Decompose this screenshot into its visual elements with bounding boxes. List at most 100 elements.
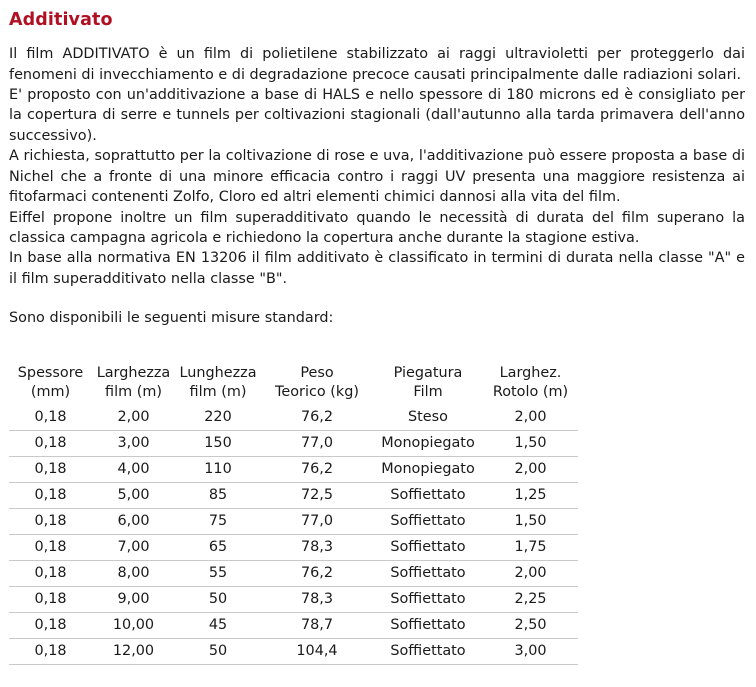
- cell-larghezza-film: 12,00: [92, 638, 175, 665]
- cell-larghezza-film: 10,00: [92, 612, 175, 639]
- cell-larghez-rotolo: 1,50: [483, 430, 578, 457]
- table-row: 0,18 12,00 50 104,4 Soffiettato 3,00: [9, 638, 578, 665]
- cell-piegatura-film: Soffiettato: [373, 534, 483, 561]
- column-header-line2: Teorico (kg): [275, 384, 359, 401]
- cell-larghezza-film: 2,00: [92, 406, 175, 431]
- cell-larghez-rotolo: 2,00: [483, 406, 578, 431]
- cell-larghez-rotolo: 2,00: [483, 560, 578, 587]
- cell-peso-teorico: 77,0: [261, 508, 373, 535]
- cell-spessore: 0,18: [9, 612, 92, 639]
- table-row: 0,18 4,00 110 76,2 Monopiegato 2,00: [9, 456, 578, 483]
- column-header-line1: Peso: [300, 364, 334, 381]
- table-row: 0,18 7,00 65 78,3 Soffiettato 1,75: [9, 534, 578, 561]
- column-header-peso-teorico: Peso Teorico (kg): [261, 364, 373, 407]
- cell-piegatura-film: Soffiettato: [373, 586, 483, 613]
- cell-larghezza-film: 9,00: [92, 586, 175, 613]
- column-header-piegatura-film: Piegatura Film: [373, 364, 483, 407]
- cell-peso-teorico: 76,2: [261, 456, 373, 483]
- cell-larghez-rotolo: 1,75: [483, 534, 578, 561]
- page-title: Additivato: [9, 10, 113, 30]
- cell-spessore: 0,18: [9, 560, 92, 587]
- cell-larghezza-film: 3,00: [92, 430, 175, 457]
- table-row: 0,18 6,00 75 77,0 Soffiettato 1,50: [9, 508, 578, 535]
- cell-piegatura-film: Soffiettato: [373, 482, 483, 509]
- cell-larghezza-film: 5,00: [92, 482, 175, 509]
- table-intro-line: Sono disponibili le seguenti misure stan…: [9, 310, 334, 327]
- cell-spessore: 0,18: [9, 430, 92, 457]
- cell-lunghezza-film: 65: [175, 534, 261, 561]
- cell-lunghezza-film: 50: [175, 638, 261, 665]
- table-row: 0,18 10,00 45 78,7 Soffiettato 2,50: [9, 612, 578, 639]
- cell-spessore: 0,18: [9, 406, 92, 431]
- column-header-larghez-rotolo: Larghez. Rotolo (m): [483, 364, 578, 407]
- cell-lunghezza-film: 75: [175, 508, 261, 535]
- cell-larghezza-film: 4,00: [92, 456, 175, 483]
- cell-lunghezza-film: 50: [175, 586, 261, 613]
- cell-lunghezza-film: 85: [175, 482, 261, 509]
- cell-peso-teorico: 78,3: [261, 586, 373, 613]
- cell-piegatura-film: Soffiettato: [373, 560, 483, 587]
- cell-lunghezza-film: 45: [175, 612, 261, 639]
- column-header-line1: Lunghezza: [179, 364, 257, 381]
- cell-larghez-rotolo: 3,00: [483, 638, 578, 665]
- table-row: 0,18 2,00 220 76,2 Steso 2,00: [9, 406, 578, 431]
- cell-lunghezza-film: 55: [175, 560, 261, 587]
- cell-peso-teorico: 76,2: [261, 560, 373, 587]
- cell-peso-teorico: 72,5: [261, 482, 373, 509]
- measures-table-container: Spessore (mm) Larghezza film (m) Lunghez…: [0, 364, 756, 665]
- cell-lunghezza-film: 150: [175, 430, 261, 457]
- cell-piegatura-film: Steso: [373, 406, 483, 431]
- paragraph-2: E' proposto con un'additivazione a base …: [9, 87, 745, 144]
- column-header-lunghezza-film: Lunghezza film (m): [175, 364, 261, 407]
- cell-piegatura-film: Monopiegato: [373, 456, 483, 483]
- cell-lunghezza-film: 220: [175, 406, 261, 431]
- cell-piegatura-film: Soffiettato: [373, 612, 483, 639]
- cell-piegatura-film: Monopiegato: [373, 430, 483, 457]
- paragraph-4: Eiffel propone inoltre un film superaddi…: [9, 209, 745, 246]
- table-row: 0,18 8,00 55 76,2 Soffiettato 2,00: [9, 560, 578, 587]
- table-body: 0,18 2,00 220 76,2 Steso 2,00 0,18 3,00 …: [9, 406, 578, 665]
- cell-spessore: 0,18: [9, 586, 92, 613]
- cell-larghezza-film: 6,00: [92, 508, 175, 535]
- cell-peso-teorico: 78,7: [261, 612, 373, 639]
- cell-peso-teorico: 104,4: [261, 638, 373, 665]
- cell-larghez-rotolo: 1,25: [483, 482, 578, 509]
- cell-spessore: 0,18: [9, 482, 92, 509]
- cell-peso-teorico: 78,3: [261, 534, 373, 561]
- cell-lunghezza-film: 110: [175, 456, 261, 483]
- table-row: 0,18 3,00 150 77,0 Monopiegato 1,50: [9, 430, 578, 457]
- cell-piegatura-film: Soffiettato: [373, 508, 483, 535]
- column-header-spessore: Spessore (mm): [9, 364, 92, 407]
- cell-larghez-rotolo: 1,50: [483, 508, 578, 535]
- cell-larghezza-film: 8,00: [92, 560, 175, 587]
- cell-piegatura-film: Soffiettato: [373, 638, 483, 665]
- column-header-line2: Rotolo (m): [492, 384, 569, 401]
- table-row: 0,18 5,00 85 72,5 Soffiettato 1,25: [9, 482, 578, 509]
- column-header-larghezza-film: Larghezza film (m): [92, 364, 175, 407]
- column-header-line1: Larghezza: [96, 364, 171, 381]
- cell-peso-teorico: 76,2: [261, 406, 373, 431]
- cell-spessore: 0,18: [9, 508, 92, 535]
- cell-larghezza-film: 7,00: [92, 534, 175, 561]
- column-header-line2: Film: [413, 384, 443, 401]
- body-text-block: Il film ADDITIVATO è un film di polietil…: [0, 44, 756, 328]
- table-head: Spessore (mm) Larghezza film (m) Lunghez…: [9, 364, 578, 407]
- paragraph-5: In base alla normativa EN 13206 il film …: [9, 250, 745, 287]
- cell-peso-teorico: 77,0: [261, 430, 373, 457]
- table-header-row: Spessore (mm) Larghezza film (m) Lunghez…: [9, 364, 578, 407]
- column-header-line2: film (m): [189, 384, 247, 401]
- column-header-line2: (mm): [30, 384, 71, 401]
- cell-larghez-rotolo: 2,25: [483, 586, 578, 613]
- table-row: 0,18 9,00 50 78,3 Soffiettato 2,25: [9, 586, 578, 613]
- cell-spessore: 0,18: [9, 456, 92, 483]
- column-header-line2: film (m): [105, 384, 162, 401]
- paragraph-1: Il film ADDITIVATO è un film di polietil…: [9, 46, 745, 83]
- column-header-line1: Piegatura: [393, 364, 463, 381]
- cell-larghez-rotolo: 2,50: [483, 612, 578, 639]
- measures-table: Spessore (mm) Larghezza film (m) Lunghez…: [9, 364, 578, 665]
- paragraph-3: A richiesta, soprattutto per la coltivaz…: [9, 148, 745, 206]
- column-header-line1: Larghez.: [499, 364, 562, 381]
- cell-larghez-rotolo: 2,00: [483, 456, 578, 483]
- cell-spessore: 0,18: [9, 534, 92, 561]
